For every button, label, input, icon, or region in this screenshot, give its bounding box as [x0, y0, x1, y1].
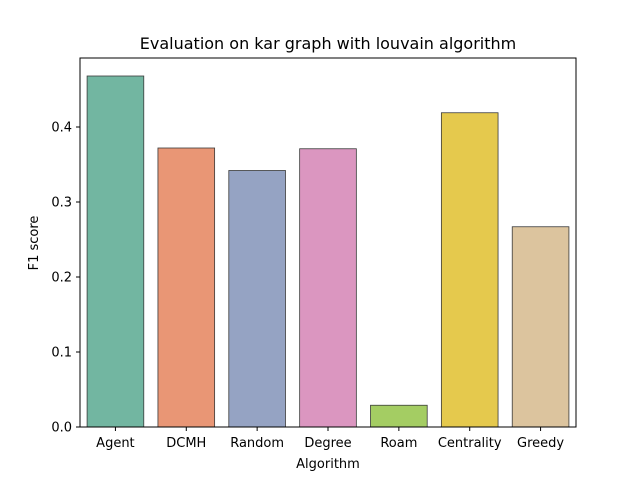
bar-dcmh	[157, 147, 216, 428]
bar-degree	[299, 148, 357, 428]
bar-centrality	[440, 112, 499, 428]
y-tick-label: 0.1	[51, 346, 72, 361]
bar-greedy	[511, 226, 570, 428]
plot-area: 0.0 0.1 0.2 0.3 0.4 Agent DCMH Random Degree Roam…	[51, 57, 577, 451]
x-tick-label: Degree	[304, 436, 351, 451]
x-tick-label: Random	[230, 436, 284, 451]
x-axis-label: Algorithm	[296, 457, 360, 472]
bar-agent	[86, 75, 145, 428]
bar-roam	[370, 404, 428, 428]
y-axis-label: F1 score	[27, 216, 42, 271]
y-tick-label: 0.4	[51, 121, 72, 136]
y-tick-label: 0.0	[51, 421, 72, 436]
x-tick-label: Roam	[380, 436, 417, 451]
y-tick-label: 0.2	[51, 271, 72, 286]
bar-random	[228, 170, 286, 428]
x-tick-label: DCMH	[166, 436, 206, 451]
y-tick-label: 0.3	[51, 196, 72, 211]
x-tick-label: Greedy	[517, 436, 564, 451]
x-tick-label: Centrality	[438, 436, 502, 451]
x-tick-label: Agent	[96, 436, 134, 451]
chart-title: Evaluation on kar graph with louvain alg…	[140, 34, 516, 53]
